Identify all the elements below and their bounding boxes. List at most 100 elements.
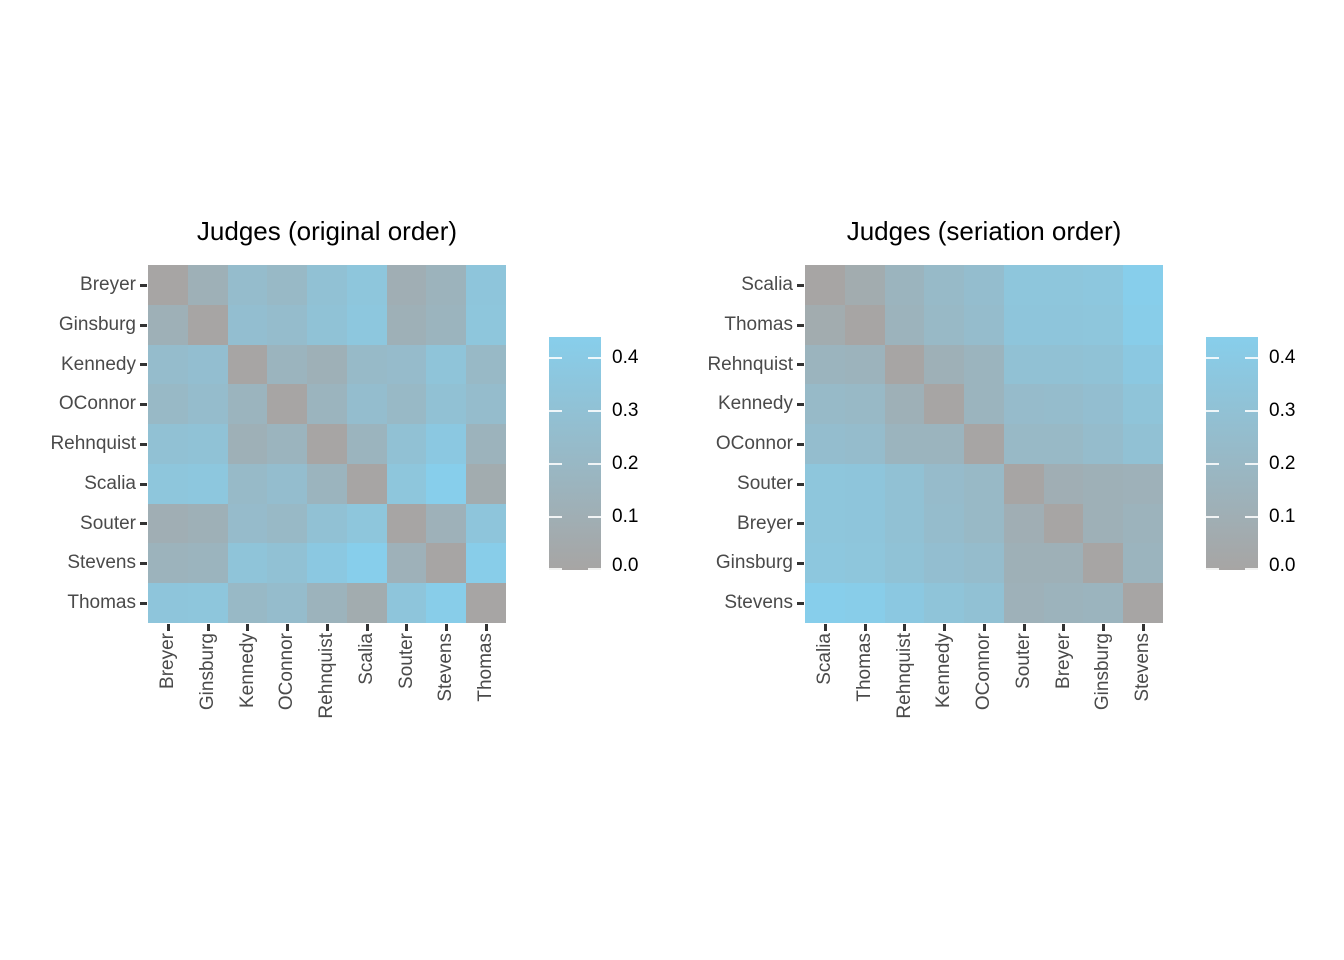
heatmap-cell xyxy=(1044,384,1083,424)
heatmap-cell xyxy=(228,504,267,543)
heatmap-cell xyxy=(188,583,228,623)
heatmap-cell xyxy=(924,424,964,464)
heatmap-cell xyxy=(964,583,1004,623)
heatmap-cell xyxy=(845,384,885,424)
heatmap-cell xyxy=(267,384,307,424)
heatmap-cell xyxy=(1044,583,1083,623)
heatmap-cell xyxy=(466,305,506,345)
heatmap-cell xyxy=(148,265,188,305)
heatmap-cell xyxy=(387,583,426,623)
legend-tick-mark xyxy=(1206,463,1219,466)
y-axis-tick xyxy=(140,323,147,327)
x-axis-tick xyxy=(863,624,867,631)
heatmap-cell xyxy=(307,543,347,583)
col-label: Rehnquist xyxy=(316,633,337,719)
heatmap-cell xyxy=(466,464,506,504)
legend-tick-label: 0.4 xyxy=(1269,347,1296,369)
heatmap-cell xyxy=(148,384,188,424)
legend-tick-mark xyxy=(1245,463,1258,466)
row-label: Breyer xyxy=(80,274,136,295)
heatmap-cell xyxy=(964,504,1004,543)
heatmap-cell xyxy=(1004,305,1044,345)
heatmap-cell xyxy=(267,424,307,464)
heatmap-cell xyxy=(964,345,1004,384)
heatmap-cell xyxy=(347,464,387,504)
x-axis-tick xyxy=(166,624,170,631)
heatmap-cell xyxy=(805,345,845,384)
heatmap-cell xyxy=(347,583,387,623)
heatmap-cell xyxy=(1083,543,1123,583)
legend-gradient-bar xyxy=(549,337,601,570)
heatmap-cell xyxy=(387,543,426,583)
heatmap-cell xyxy=(466,384,506,424)
heatmap-cell xyxy=(885,384,924,424)
heatmap-cell xyxy=(845,305,885,345)
col-label: Kennedy xyxy=(933,633,954,709)
heatmap-cell xyxy=(924,504,964,543)
col-label: Rehnquist xyxy=(893,633,915,719)
heatmap-cell xyxy=(885,504,924,543)
row-label: Ginsburg xyxy=(715,552,793,573)
legend-tick-mark xyxy=(588,410,601,413)
heatmap-cell xyxy=(307,265,347,305)
heatmap-cell xyxy=(347,504,387,543)
heatmap-cell xyxy=(426,384,466,424)
heatmap-cell xyxy=(267,345,307,384)
heatmap-cell xyxy=(307,345,347,384)
heatmap-cell xyxy=(1123,464,1163,504)
heatmap-cell xyxy=(1004,265,1044,305)
row-label: Souter xyxy=(80,512,136,534)
heatmap-cell xyxy=(188,305,228,345)
heatmap-cell xyxy=(1004,583,1044,623)
legend-tick-label: 0.3 xyxy=(1269,400,1296,422)
heatmap-cell xyxy=(307,583,347,623)
y-axis-tick xyxy=(797,601,804,605)
row-label: Scalia xyxy=(84,473,136,494)
heatmap-cell xyxy=(267,305,307,345)
heatmap-cell xyxy=(1123,384,1163,424)
heatmap-cell xyxy=(1044,543,1083,583)
heatmap-cell xyxy=(805,543,845,583)
x-axis-tick xyxy=(1062,624,1065,631)
heatmap-cell xyxy=(1083,504,1123,543)
heatmap-cell xyxy=(1083,345,1123,384)
x-axis-tick xyxy=(285,624,289,631)
heatmap-cell xyxy=(885,345,924,384)
y-axis-tick xyxy=(797,363,804,366)
legend-tick-label: 0.0 xyxy=(612,555,639,576)
legend-tick-mark xyxy=(1206,516,1219,519)
heatmap-cell xyxy=(1083,424,1123,464)
x-axis-tick xyxy=(365,624,369,631)
chart-title-seriation: Judges (seriation order) xyxy=(846,216,1122,246)
col-label: Thomas xyxy=(475,633,496,702)
heatmap-cell xyxy=(307,464,347,504)
heatmap-cell xyxy=(387,305,426,345)
legend-tick-mark xyxy=(549,410,562,413)
x-axis-tick xyxy=(405,624,408,631)
heatmap-cell xyxy=(805,464,845,504)
heatmap-cell xyxy=(347,265,387,305)
heatmap-cell xyxy=(1123,345,1163,384)
heatmap-cell xyxy=(1044,464,1083,504)
x-axis-tick xyxy=(982,624,986,631)
row-label: Stevens xyxy=(724,592,793,613)
row-label: Kennedy xyxy=(717,393,793,414)
heatmap-cell xyxy=(845,504,885,543)
col-label: Stevens xyxy=(435,633,456,702)
x-axis-tick xyxy=(1101,624,1105,631)
heatmap-cell xyxy=(466,543,506,583)
heatmap-cell xyxy=(228,265,267,305)
heatmap-cell xyxy=(426,504,466,543)
legend-tick-mark xyxy=(1206,357,1219,360)
col-label: OConnor xyxy=(276,633,297,711)
x-axis-tick xyxy=(325,624,329,631)
legend-tick-mark xyxy=(1245,410,1258,413)
heatmap-cell xyxy=(188,464,228,504)
x-axis-tick xyxy=(246,624,249,631)
y-axis-tick xyxy=(140,402,147,406)
legend-tick-mark xyxy=(588,568,601,570)
heatmap-cell xyxy=(845,345,885,384)
heatmap-cell xyxy=(1123,424,1163,464)
